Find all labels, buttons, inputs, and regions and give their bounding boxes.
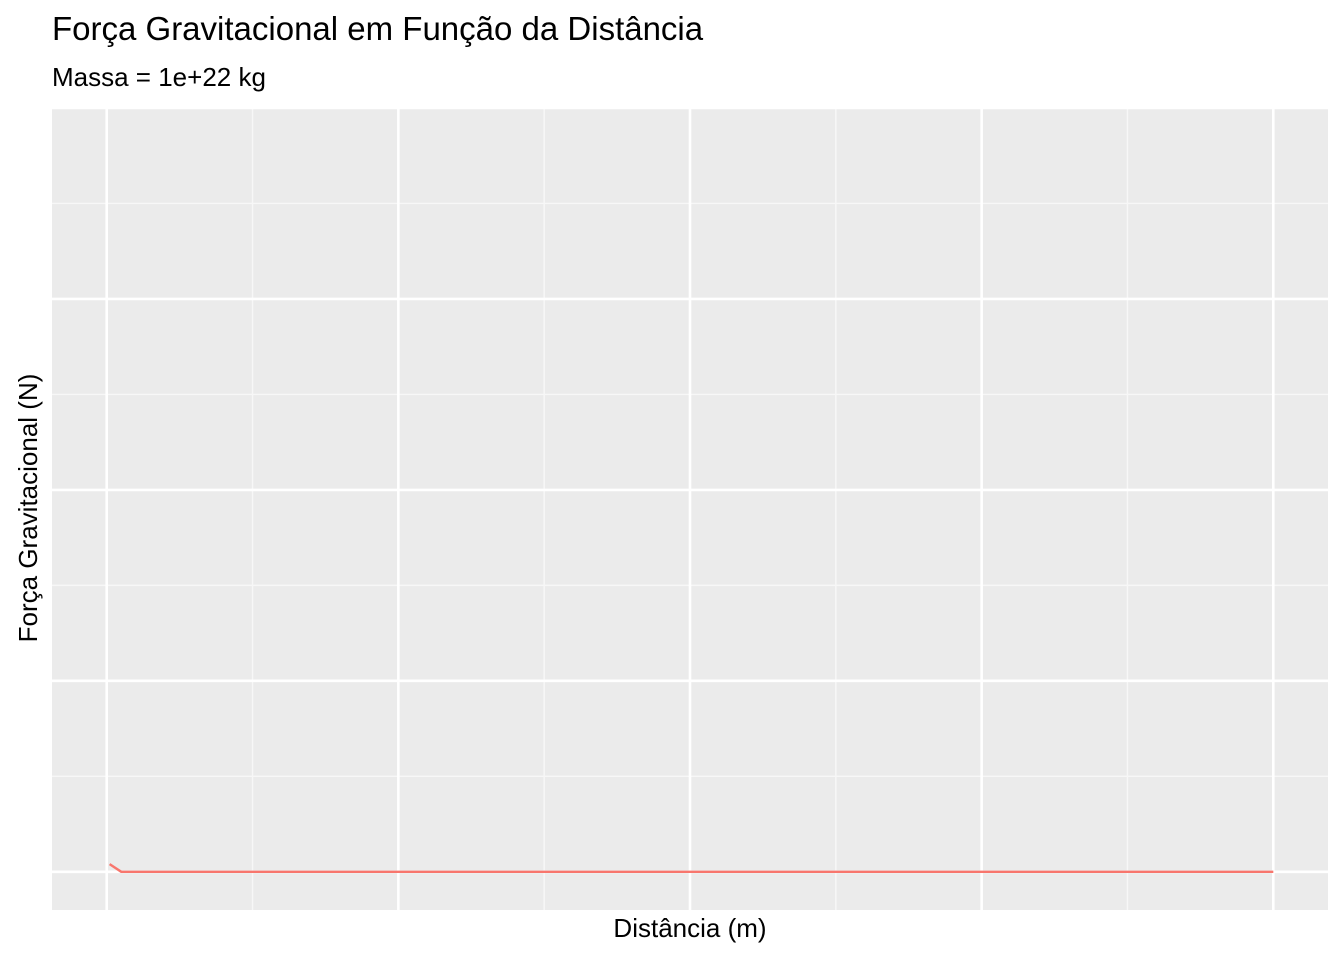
chart-subtitle: Massa = 1e+22 kg bbox=[52, 62, 266, 92]
x-axis-label: Distância (m) bbox=[613, 913, 766, 943]
y-axis-label: Força Gravitacional (N) bbox=[13, 374, 43, 643]
series-line bbox=[108, 863, 1274, 874]
series-layer bbox=[108, 863, 1274, 874]
chart-title: Força Gravitacional em Função da Distânc… bbox=[52, 10, 704, 47]
